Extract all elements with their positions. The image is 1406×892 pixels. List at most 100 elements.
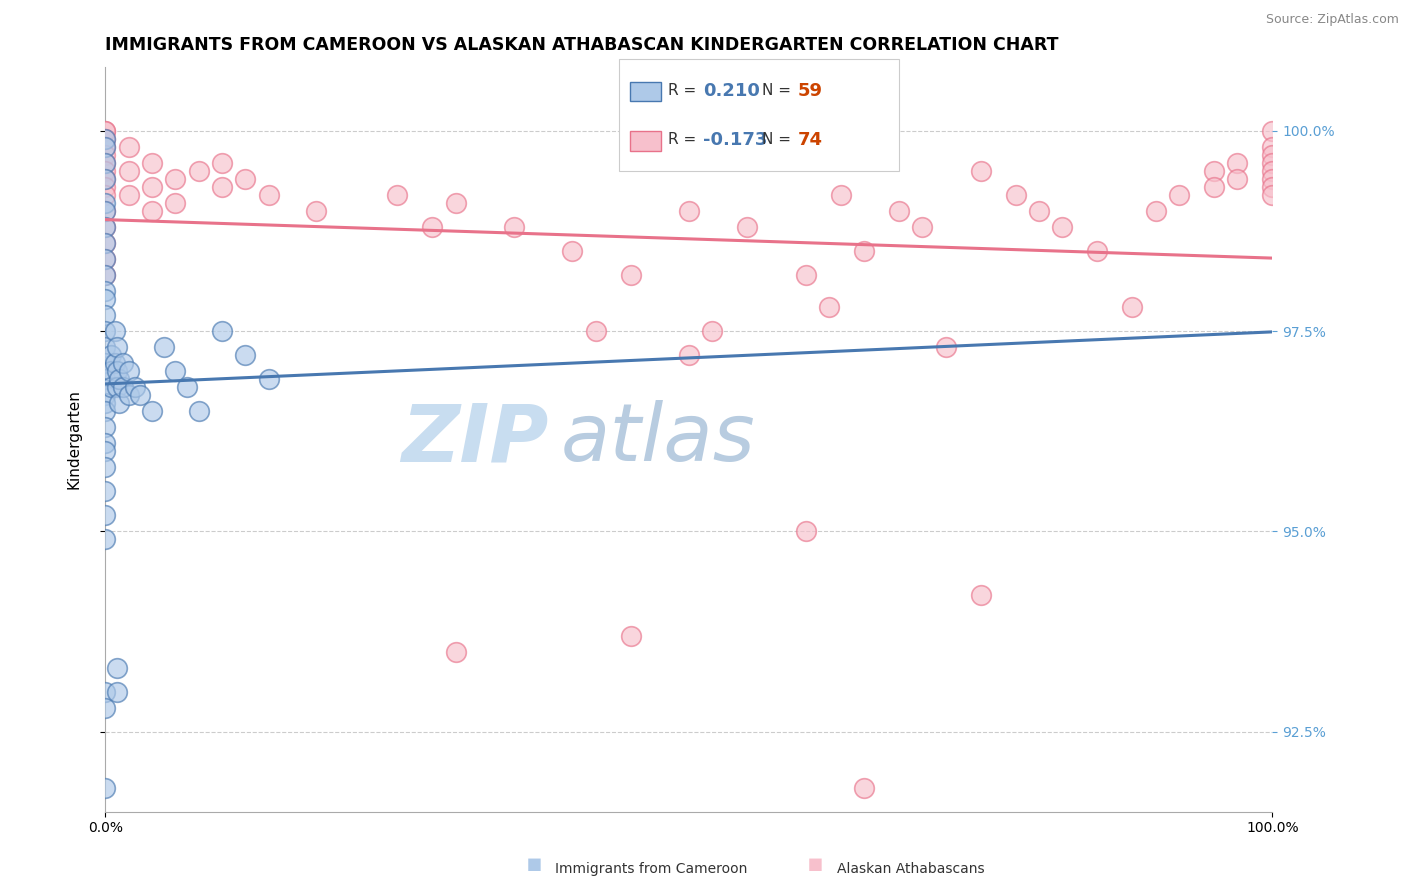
Point [257, 188, 280, 202]
Point [94, 420, 117, 434]
Point [94, 292, 117, 306]
Point [94, 308, 117, 322]
Point [105, 660, 128, 674]
Point [385, 188, 409, 202]
Point [187, 164, 209, 178]
Point [818, 300, 841, 314]
Point [94, 324, 117, 338]
Point [94, 436, 117, 450]
Point [678, 348, 700, 362]
Point [94, 460, 117, 475]
Point [94, 172, 117, 186]
Point [1202, 164, 1225, 178]
Point [118, 140, 141, 154]
Y-axis label: Kindergarten: Kindergarten [67, 390, 82, 489]
Point [94, 684, 117, 698]
Point [187, 404, 209, 418]
Point [1052, 220, 1074, 235]
Point [1261, 164, 1284, 178]
Point [118, 388, 141, 402]
Point [503, 220, 526, 235]
Point [94, 132, 117, 146]
Point [94, 340, 117, 354]
Point [94, 156, 117, 170]
Point [304, 204, 326, 219]
Point [1004, 188, 1026, 202]
Text: ▪: ▪ [807, 852, 824, 876]
Point [94, 268, 117, 282]
Point [94, 140, 117, 154]
Point [211, 324, 233, 338]
Point [257, 372, 280, 386]
Point [124, 380, 146, 394]
Point [1261, 140, 1284, 154]
Point [108, 372, 131, 386]
Point [141, 404, 163, 418]
Point [105, 364, 128, 378]
Point [129, 388, 152, 402]
Point [1121, 300, 1143, 314]
Point [94, 356, 117, 370]
Point [94, 220, 117, 235]
Point [165, 172, 187, 186]
Point [94, 172, 117, 186]
Point [94, 180, 117, 194]
Point [1144, 204, 1167, 219]
Point [100, 348, 122, 362]
Point [935, 340, 957, 354]
Point [153, 340, 174, 354]
Point [111, 380, 134, 394]
Point [737, 220, 759, 235]
Point [100, 364, 122, 378]
Point [1226, 172, 1249, 186]
Point [1261, 156, 1284, 170]
Point [620, 268, 643, 282]
Point [911, 220, 934, 235]
Point [94, 188, 117, 202]
Point [794, 268, 817, 282]
Text: ▪: ▪ [526, 852, 543, 876]
Point [420, 220, 443, 235]
Text: R =: R = [668, 83, 702, 98]
Point [100, 380, 122, 394]
Point [94, 284, 117, 298]
Point [141, 180, 163, 194]
Text: atlas: atlas [561, 401, 755, 478]
Point [111, 356, 134, 370]
Text: ZIP: ZIP [402, 401, 548, 478]
Text: R =: R = [668, 132, 702, 147]
Point [94, 124, 117, 138]
Point [118, 188, 141, 202]
Point [94, 124, 117, 138]
Point [970, 589, 993, 603]
Point [852, 780, 875, 795]
Point [94, 372, 117, 386]
Point [104, 356, 127, 370]
Point [94, 388, 117, 402]
Point [1261, 172, 1284, 186]
Point [702, 324, 724, 338]
Text: IMMIGRANTS FROM CAMEROON VS ALASKAN ATHABASCAN KINDERGARTEN CORRELATION CHART: IMMIGRANTS FROM CAMEROON VS ALASKAN ATHA… [105, 37, 1059, 54]
Point [94, 148, 117, 162]
Point [176, 380, 198, 394]
Point [165, 364, 187, 378]
Point [94, 236, 117, 251]
Point [94, 268, 117, 282]
Point [94, 204, 117, 219]
Point [1087, 244, 1109, 259]
Point [165, 196, 187, 211]
Point [118, 164, 141, 178]
Point [1261, 180, 1284, 194]
Point [444, 644, 467, 658]
Point [94, 196, 117, 211]
Point [561, 244, 583, 259]
Point [585, 324, 607, 338]
Point [211, 156, 233, 170]
Point [141, 156, 163, 170]
Point [1261, 148, 1284, 162]
Point [94, 444, 117, 458]
Point [94, 508, 117, 523]
Text: -0.173: -0.173 [703, 131, 768, 149]
Point [794, 524, 817, 539]
Point [94, 236, 117, 251]
